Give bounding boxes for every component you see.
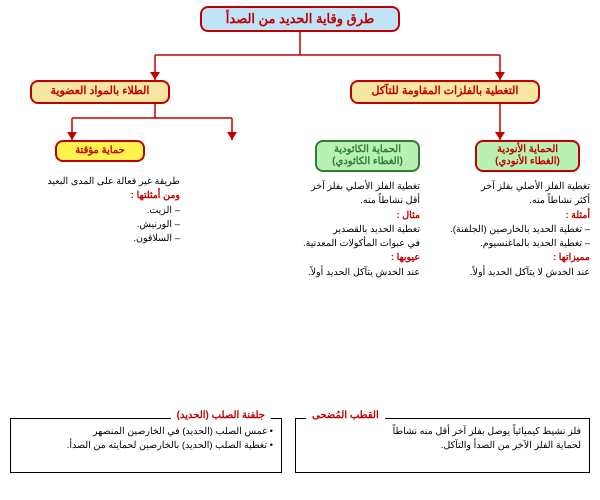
bl-l2: لحماية الفلز الآخر من الصدأ والتآكل. (304, 439, 581, 453)
anod-exhead: أمثلة : (420, 209, 590, 223)
branch-organic-box: الطلاء بالمواد العضوية (30, 80, 170, 104)
cath-ex2: في عبوات المأكولات المعدنية. (260, 237, 420, 251)
leaf-cathodic-l2: (الغطاء الكاثودي) (332, 156, 403, 168)
br-l2: • تغطية الصلب (الحديد) بالخارصين لحمايته… (19, 439, 273, 453)
leaf-temp-label: حماية مؤقتة (75, 145, 125, 157)
org-ex1: – الزيت. (10, 204, 180, 218)
cath-exhead: مثال : (260, 209, 420, 223)
bottom-right-box: جلفنة الصلب (الحديد) • غمس الصلب (الحديد… (10, 418, 282, 473)
cathodic-text: تغطية الفلز الأصلي بفلز آخر أقل نشاطاً م… (260, 180, 420, 280)
leaf-cathodic-l1: الحماية الكاثودية (334, 144, 401, 156)
leaf-anodic-l1: الحماية الأنودية (497, 144, 558, 156)
leaf-anodic-box: الحماية الأنودية (الغطاء الأنودي) (475, 140, 580, 172)
bottom-left-title: القطب المُضحى (306, 410, 385, 421)
anod-intro2: أكثر نشاطاً منه. (420, 194, 590, 208)
anod-adv1: عند الخدش لا يتآكل الحديد أولاً. (420, 266, 590, 280)
cath-intro1: تغطية الفلز الأصلي بفلز آخر (260, 180, 420, 194)
branch-metal-box: التغطية بالفلزات المقاومة للتآكل (350, 80, 540, 104)
bottom-right-title: جلفنة الصلب (الحديد) (171, 410, 271, 421)
org-ex3: – السلاقون. (10, 232, 180, 246)
cath-def1: عند الخدش يتآكل الحديد أولاً. (260, 266, 420, 280)
bl-l1: فلز نشيط كيميائياً يوصل بفلز آخر أقل منه… (304, 425, 581, 439)
anod-ex1: – تغطية الحديد بالخارصين (الجلفنة). (420, 223, 590, 237)
organic-text: طريقة غير فعالة على المدى البعيد ومن أمث… (10, 175, 180, 246)
br-l1: • غمس الصلب (الحديد) في الخارصين المنصهر (19, 425, 273, 439)
anod-advhead: مميزاتها : (420, 251, 590, 265)
leaf-cathodic-box: الحماية الكاثودية (الغطاء الكاثودي) (315, 140, 420, 172)
bottom-left-box: القطب المُضحى فلز نشيط كيميائياً يوصل بف… (295, 418, 590, 473)
root-box: طرق وقاية الحديد من الصدأ (200, 6, 400, 32)
anodic-text: تغطية الفلز الأصلي بفلز آخر أكثر نشاطاً … (420, 180, 590, 280)
org-exhead: ومن أمثلتها : (10, 189, 180, 203)
anod-intro1: تغطية الفلز الأصلي بفلز آخر (420, 180, 590, 194)
anod-ex2: – تغطية الحديد بالماغنسيوم. (420, 237, 590, 251)
branch-organic-label: الطلاء بالمواد العضوية (51, 85, 150, 98)
org-ex2: – الورنيش. (10, 218, 180, 232)
leaf-temp-box: حماية مؤقتة (55, 140, 145, 162)
leaf-anodic-l2: (الغطاء الأنودي) (495, 156, 560, 168)
cath-defhead: عيوبها : (260, 251, 420, 265)
cath-ex1: تغطية الحديد بالقصدير (260, 223, 420, 237)
root-label: طرق وقاية الحديد من الصدأ (226, 11, 374, 27)
org-intro: طريقة غير فعالة على المدى البعيد (10, 175, 180, 189)
branch-metal-label: التغطية بالفلزات المقاومة للتآكل (372, 85, 519, 98)
cath-intro2: أقل نشاطاً منه. (260, 194, 420, 208)
